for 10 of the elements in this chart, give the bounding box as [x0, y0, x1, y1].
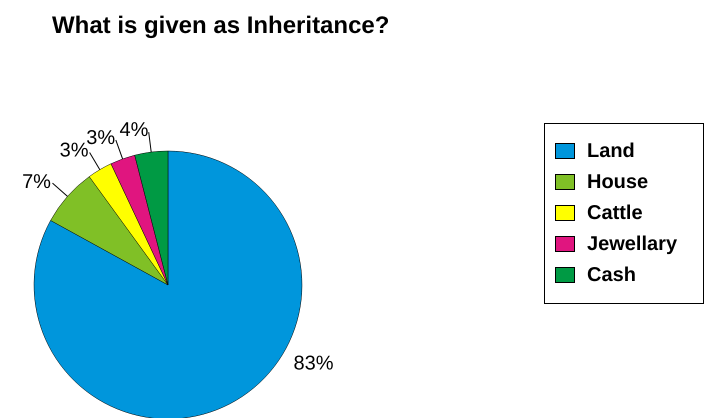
chart-title: What is given as Inheritance?	[52, 12, 390, 40]
legend-label: Cattle	[587, 202, 643, 224]
data-label: 3%	[86, 127, 116, 150]
data-label: 7%	[22, 170, 52, 193]
data-label: 4%	[120, 119, 149, 142]
legend-label: Cash	[587, 264, 636, 286]
legend-label: Land	[587, 140, 635, 162]
data-label: 83%	[294, 352, 334, 374]
legend-label: House	[587, 170, 648, 194]
legend-label: Jewellary	[587, 232, 678, 256]
